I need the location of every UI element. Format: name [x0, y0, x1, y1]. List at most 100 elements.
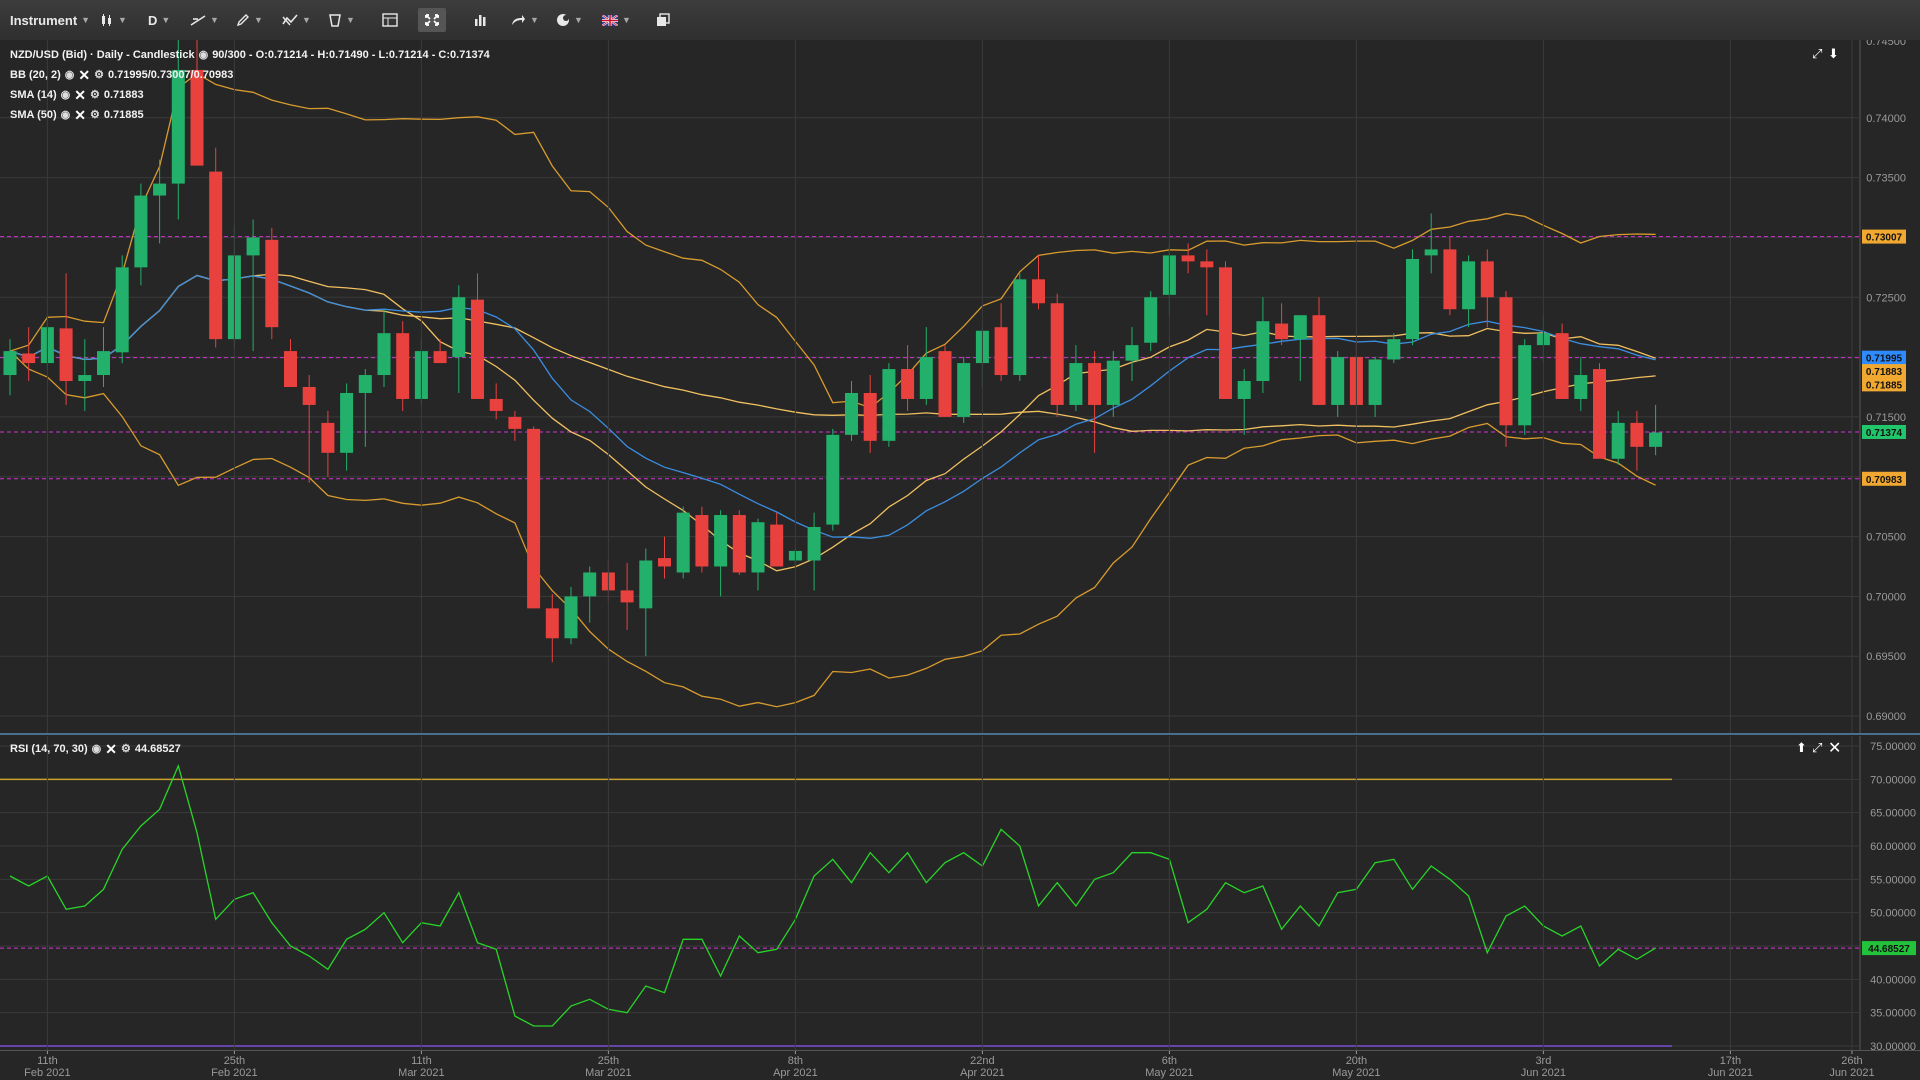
close-icon[interactable]: ✕	[78, 66, 91, 83]
candle-body	[658, 558, 671, 567]
candle-body	[527, 428, 541, 609]
indicator-dropdown[interactable]: ▼	[282, 8, 311, 32]
candle-body	[882, 369, 896, 441]
price-tick-label: 0.70500	[1866, 532, 1906, 544]
price-label-box	[1862, 229, 1906, 244]
chart-view-button[interactable]	[474, 8, 488, 32]
legend-sma14-value: 0.71883	[103, 88, 144, 101]
gear-icon[interactable]: ⚙	[94, 69, 104, 81]
candle-body	[1181, 255, 1195, 262]
chart-type-dropdown[interactable]: ▼	[100, 8, 127, 32]
candle-body	[1237, 381, 1251, 399]
legend-title: NZD/USD (Bid) · Daily - Candlestick	[10, 48, 195, 61]
maximize-pane-button[interactable]: ⤢	[1812, 46, 1823, 61]
date-month-label: Jun 2021	[1829, 1067, 1874, 1079]
candle-body	[321, 422, 335, 453]
eye-icon[interactable]: ◉	[60, 109, 71, 121]
candle-body	[564, 596, 578, 639]
pane-divider[interactable]	[0, 733, 1920, 735]
price-tick-label: 0.72500	[1866, 292, 1906, 304]
theme-dropdown[interactable]: ▼	[556, 8, 583, 32]
date-day-label: 11th	[37, 1055, 58, 1067]
candle-body	[265, 239, 279, 328]
eye-icon[interactable]: ◉	[60, 89, 71, 101]
price-label-text: 0.73007	[1866, 233, 1903, 244]
fullscreen-button[interactable]	[418, 8, 446, 32]
candle-body	[284, 351, 297, 387]
legend-bb-row: BB (20, 2) ◉ ✕ ⚙ 0.71995/0.73007/0.70983	[10, 66, 233, 83]
chevron-down-icon: ▼	[210, 15, 219, 25]
candle-body	[489, 398, 503, 411]
close-icon[interactable]: ✕	[105, 740, 117, 757]
candle-body	[919, 357, 933, 399]
candle-body	[676, 512, 690, 573]
price-chart-pane[interactable]: 0.740000.735000.730000.725000.720000.715…	[0, 40, 1920, 734]
legend-sma50-row: SMA (50) ◉ ✕ ⚙ 0.71885	[10, 106, 144, 123]
candle-body	[3, 351, 17, 376]
line-tool-dropdown[interactable]: ▼	[190, 8, 219, 32]
chevron-down-icon: ▼	[574, 15, 583, 25]
date-month-label: Apr 2021	[960, 1067, 1005, 1079]
candle-body	[620, 590, 634, 603]
eye-icon[interactable]: ◉	[64, 69, 75, 81]
price-label-text: 0.71885	[1866, 380, 1903, 391]
price-label-text: 0.71995	[1866, 354, 1903, 365]
candle-body	[358, 375, 372, 393]
candle-body	[938, 351, 952, 417]
eye-icon[interactable]: ◉	[91, 743, 102, 755]
gear-icon[interactable]: ⚙	[121, 743, 131, 755]
language-dropdown[interactable]: ▼	[602, 8, 631, 32]
candle-body	[1032, 279, 1045, 304]
candle-body	[807, 526, 821, 561]
eye-icon[interactable]: ◉	[198, 49, 209, 61]
delete-dropdown[interactable]: ▼	[328, 8, 355, 32]
bollinger-lower-line	[9, 350, 1656, 708]
layout-button[interactable]	[382, 8, 398, 32]
candle-body	[1480, 261, 1494, 298]
flag-uk-icon	[602, 14, 618, 26]
maximize-pane-button[interactable]: ⤢	[1812, 740, 1823, 755]
price-tick-label: 0.71500	[1866, 412, 1906, 424]
close-pane-icon[interactable]: ✕	[1828, 740, 1842, 757]
candle-body	[302, 387, 316, 405]
chevron-down-icon: ▼	[346, 15, 355, 25]
candle-body	[545, 608, 559, 639]
candle-body	[1387, 339, 1401, 360]
candle-body	[377, 333, 391, 376]
popout-button[interactable]	[656, 8, 670, 32]
candle-body	[1443, 249, 1457, 310]
move-up-arrow-icon[interactable]: ⬆	[1796, 740, 1807, 755]
gear-icon[interactable]: ⚙	[90, 89, 100, 101]
timeframe-dropdown[interactable]: D ▼	[148, 8, 170, 32]
download-arrow-icon[interactable]: ⬇	[1828, 46, 1839, 61]
candle-body	[190, 69, 204, 166]
close-icon[interactable]: ✕	[74, 106, 86, 123]
legend-bb-name: BB (20, 2)	[10, 68, 61, 81]
instrument-dropdown[interactable]: Instrument ▼	[10, 8, 90, 32]
date-month-label: May 2021	[1332, 1067, 1380, 1079]
rsi-tick-label: 70.00000	[1870, 774, 1916, 786]
drawing-tool-dropdown[interactable]: ▼	[236, 8, 263, 32]
legend-sma50-name: SMA (50)	[10, 108, 57, 121]
share-arrow-icon	[512, 15, 525, 25]
candle-body	[209, 171, 223, 340]
close-icon[interactable]: ✕	[74, 86, 86, 103]
date-day-label: 17th	[1720, 1055, 1741, 1067]
price-label-text: 0.70983	[1866, 475, 1903, 486]
theme-icon	[557, 14, 569, 26]
rsi-tick-label: 65.00000	[1870, 808, 1916, 820]
candle-body	[1088, 363, 1102, 405]
rsi-tick-label: 50.00000	[1870, 908, 1916, 920]
date-day-label: 26th	[1841, 1055, 1862, 1067]
candle-body	[1424, 249, 1438, 256]
instrument-label: Instrument	[10, 12, 78, 28]
share-dropdown[interactable]: ▼	[510, 8, 539, 32]
popout-icon	[657, 13, 670, 26]
gear-icon[interactable]: ⚙	[90, 109, 100, 121]
rsi-pane[interactable]: 75.00000 70.00000 65.00000 60.00000 55.00000…	[0, 736, 1916, 1050]
price-tick-label: 0.69500	[1866, 651, 1906, 663]
candle-body	[845, 392, 858, 435]
price-chart-svg: 0.740000.735000.730000.725000.720000.715…	[0, 40, 1920, 734]
candle-body	[1630, 422, 1644, 447]
